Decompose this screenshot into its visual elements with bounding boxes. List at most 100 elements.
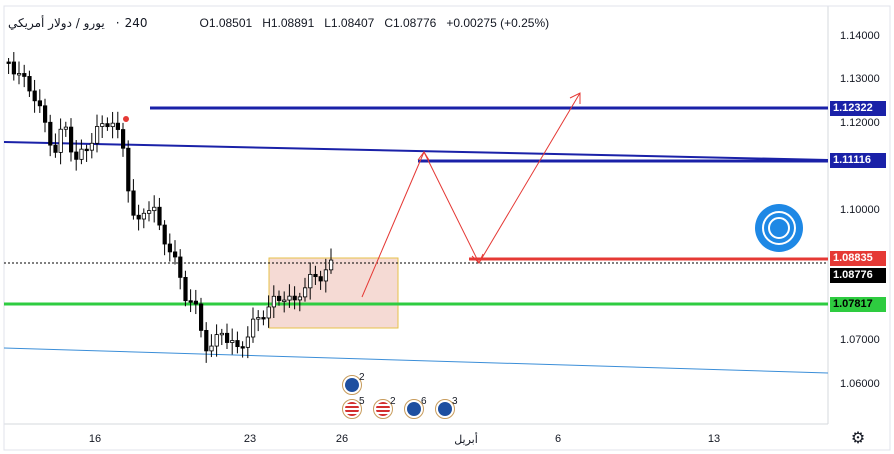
candle-body xyxy=(308,273,313,289)
projection-arrowhead xyxy=(569,92,581,104)
change-value: +0.00275 (+0.25%) xyxy=(446,16,550,30)
candle-body xyxy=(11,61,16,75)
interval-label[interactable]: 240 xyxy=(124,16,148,30)
candle-body xyxy=(63,126,68,130)
candle-body xyxy=(178,256,183,278)
candle-body xyxy=(318,276,323,282)
candle-body xyxy=(172,251,178,258)
candle-body xyxy=(79,148,84,160)
candle-body xyxy=(37,100,43,107)
candle-body xyxy=(183,276,188,302)
price-label-green: 1.07817 xyxy=(830,297,886,312)
candle-body xyxy=(105,123,110,128)
candle-body xyxy=(6,61,11,64)
time-tick: أبريل xyxy=(454,434,478,446)
projection-path[interactable] xyxy=(361,92,581,298)
candle-body xyxy=(152,206,157,212)
ohlc-values: O1.08501 H1.08891 L1.08407 C1.08776 +0.0… xyxy=(199,16,549,30)
candle-body xyxy=(209,345,214,352)
us-flag-icon[interactable] xyxy=(373,399,393,419)
price-tick: 1.13000 xyxy=(840,73,880,85)
candle-body xyxy=(115,122,120,130)
candle-body xyxy=(188,300,193,303)
candle-body xyxy=(167,243,172,253)
us-flag-icon[interactable] xyxy=(342,399,362,419)
candle-body xyxy=(53,144,58,153)
candle-body xyxy=(271,295,277,308)
candle-body xyxy=(121,129,126,149)
descending-trendline[interactable] xyxy=(3,141,829,161)
candle-body xyxy=(198,303,204,331)
price-tick: 1.10000 xyxy=(840,204,880,216)
candle-body xyxy=(282,299,287,302)
candle-body xyxy=(235,340,240,348)
legend-separator: · xyxy=(115,16,120,30)
candle-body xyxy=(214,334,219,347)
event-count: 2 xyxy=(390,396,396,407)
high-value: H1.08891 xyxy=(262,16,315,30)
price-label-last: 1.08776 xyxy=(830,268,886,283)
candle-body xyxy=(58,128,63,153)
candle-body xyxy=(84,148,89,152)
candle-body xyxy=(157,206,162,226)
candle-body xyxy=(328,259,334,271)
candle-body xyxy=(162,224,167,245)
open-value: O1.08501 xyxy=(199,16,253,30)
time-tick: 16 xyxy=(88,433,102,445)
candle-body xyxy=(74,151,79,160)
candle-body xyxy=(136,214,141,220)
candlestick-series xyxy=(6,52,334,363)
target-circle-icon[interactable] xyxy=(755,204,803,252)
candle-body xyxy=(131,190,136,216)
candle-body xyxy=(302,287,308,298)
candle-body xyxy=(261,317,266,320)
event-count: 6 xyxy=(421,396,427,407)
candle-body xyxy=(224,332,230,343)
candle-body xyxy=(323,269,329,282)
candle-body xyxy=(100,123,105,127)
price-label-middle-blue: 1.11116 xyxy=(830,153,886,168)
lower-channel-line[interactable] xyxy=(3,347,829,374)
candle-body xyxy=(256,317,261,320)
candle-body xyxy=(22,73,27,77)
candle-body xyxy=(240,346,245,349)
candle-body xyxy=(48,121,53,146)
range-box[interactable] xyxy=(268,257,399,329)
price-tick: 1.06000 xyxy=(840,378,880,390)
candle-body xyxy=(43,105,48,123)
symbol-legend: يورو / دولار أمريكي · 240 O1.08501 H1.08… xyxy=(8,14,549,32)
candle-body xyxy=(313,273,318,278)
candle-body xyxy=(110,122,115,128)
price-tick: 1.14000 xyxy=(840,30,880,42)
candle-body xyxy=(27,76,32,92)
candle-body xyxy=(16,73,22,76)
price-label-red: 1.08835 xyxy=(830,251,886,266)
close-value: C1.08776 xyxy=(384,16,437,30)
event-count: 2 xyxy=(359,372,365,383)
price-tick: 1.12000 xyxy=(840,117,880,129)
symbol-name[interactable]: يورو / دولار أمريكي xyxy=(8,16,105,30)
candle-body xyxy=(204,330,209,352)
candle-body xyxy=(95,126,100,144)
time-tick: 13 xyxy=(707,433,721,445)
gear-icon[interactable]: ⚙ xyxy=(850,428,866,447)
candle-body xyxy=(89,142,94,151)
candle-body xyxy=(126,147,131,192)
time-tick: 26 xyxy=(335,433,349,445)
eu-flag-icon[interactable] xyxy=(435,399,455,419)
time-tick: 6 xyxy=(554,433,562,445)
candle-body xyxy=(266,306,271,319)
price-tick: 1.07000 xyxy=(840,334,880,346)
chart-frame xyxy=(3,5,891,451)
candle-body xyxy=(32,90,37,102)
projection-dip-arrow xyxy=(471,253,484,264)
eu-flag-icon[interactable] xyxy=(404,399,424,419)
candle-body xyxy=(292,295,297,301)
candle-body xyxy=(146,210,152,214)
candle-body xyxy=(245,336,250,348)
candle-body xyxy=(287,295,292,301)
candle-body xyxy=(219,332,224,336)
eu-flag-icon[interactable] xyxy=(342,375,362,395)
